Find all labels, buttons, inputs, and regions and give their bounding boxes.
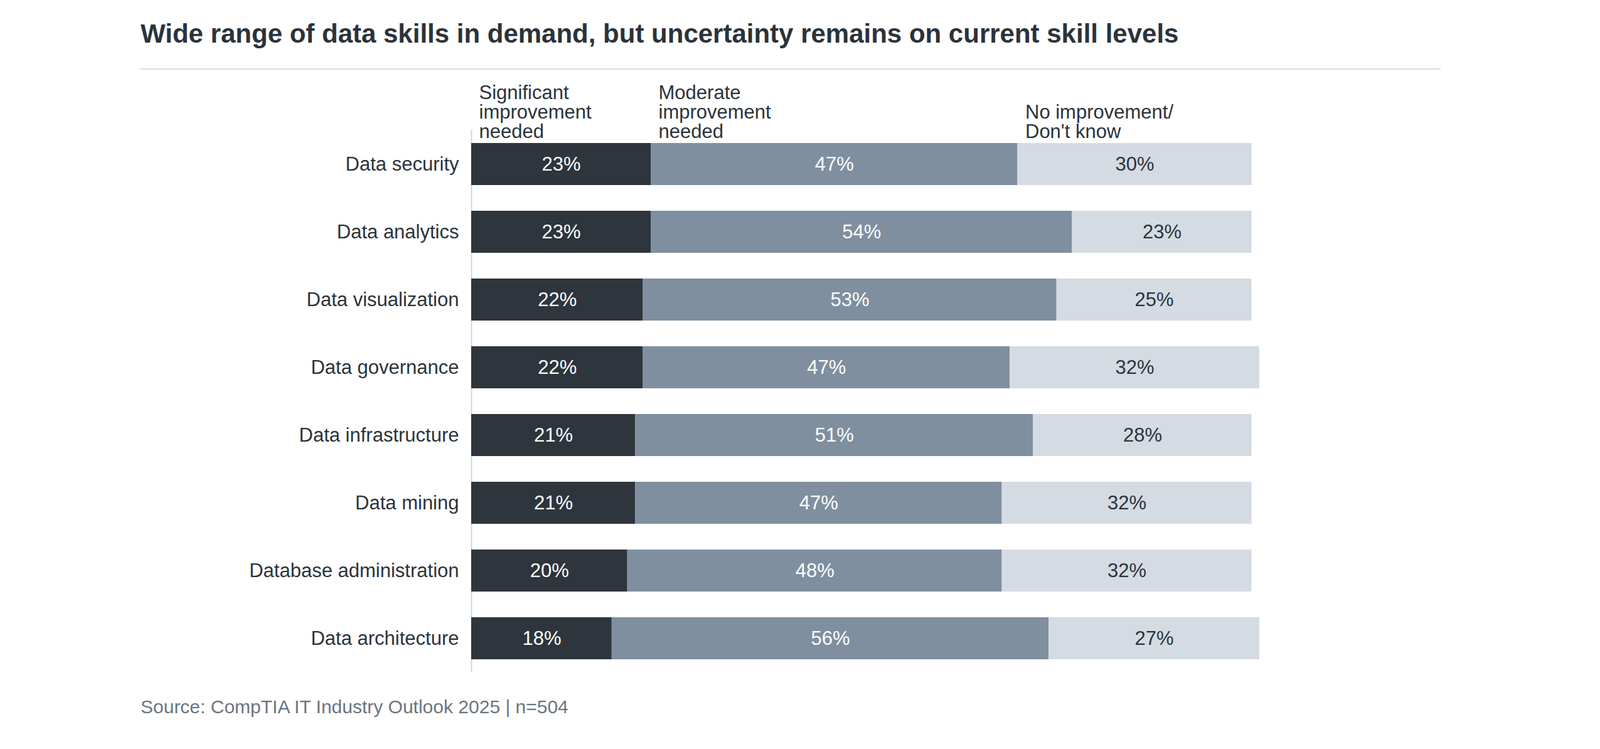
svg-text:20%: 20% — [530, 559, 570, 582]
svg-text:21%: 21% — [533, 424, 573, 447]
svg-text:47%: 47% — [799, 491, 839, 514]
svg-text:32%: 32% — [1115, 356, 1155, 379]
svg-text:48%: 48% — [795, 559, 835, 582]
svg-text:Data analytics: Data analytics — [336, 220, 460, 243]
svg-text:30%: 30% — [1115, 153, 1155, 176]
html-text:Source: CompTIA IT Industry Ou: Source: CompTIA IT Industry Outlook 2025… — [140, 696, 569, 718]
svg-text:28%: 28% — [1123, 424, 1163, 447]
svg-text:Data infrastructure: Data infrastructure — [299, 424, 460, 447]
svg-text:23%: 23% — [1142, 220, 1182, 243]
svg-text:Data security: Data security — [345, 153, 460, 176]
svg-text:53%: 53% — [830, 288, 870, 311]
svg-text:22%: 22% — [537, 288, 577, 311]
html-text:Wide range of data skills in d: Wide range of data skills in demand, but… — [140, 18, 1179, 49]
svg-text:Data mining: Data mining — [355, 491, 459, 514]
svg-text:47%: 47% — [815, 153, 854, 176]
svg-text:Significantimprovementneeded: Significantimprovementneeded — [479, 81, 593, 143]
svg-text:27%: 27% — [1135, 627, 1174, 650]
svg-text:22%: 22% — [537, 356, 577, 379]
svg-text:32%: 32% — [1107, 491, 1147, 514]
svg-text:Data governance: Data governance — [310, 356, 459, 379]
svg-text:18%: 18% — [522, 627, 561, 650]
svg-text:32%: 32% — [1107, 559, 1147, 582]
svg-text:Moderateimprovementneeded: Moderateimprovementneeded — [658, 81, 772, 143]
svg-text:Data visualization: Data visualization — [306, 288, 460, 311]
svg-text:Data architecture: Data architecture — [310, 627, 459, 650]
svg-text:21%: 21% — [533, 491, 573, 514]
svg-text:56%: 56% — [811, 627, 851, 650]
svg-text:47%: 47% — [806, 356, 846, 379]
svg-text:No improvement/Don't know: No improvement/Don't know — [1025, 101, 1174, 143]
svg-text:51%: 51% — [815, 424, 854, 447]
svg-text:Database administration: Database administration — [249, 559, 459, 582]
svg-text:54%: 54% — [842, 220, 881, 243]
svg-text:25%: 25% — [1135, 288, 1174, 311]
svg-text:23%: 23% — [541, 153, 581, 176]
svg-text:23%: 23% — [541, 220, 581, 243]
